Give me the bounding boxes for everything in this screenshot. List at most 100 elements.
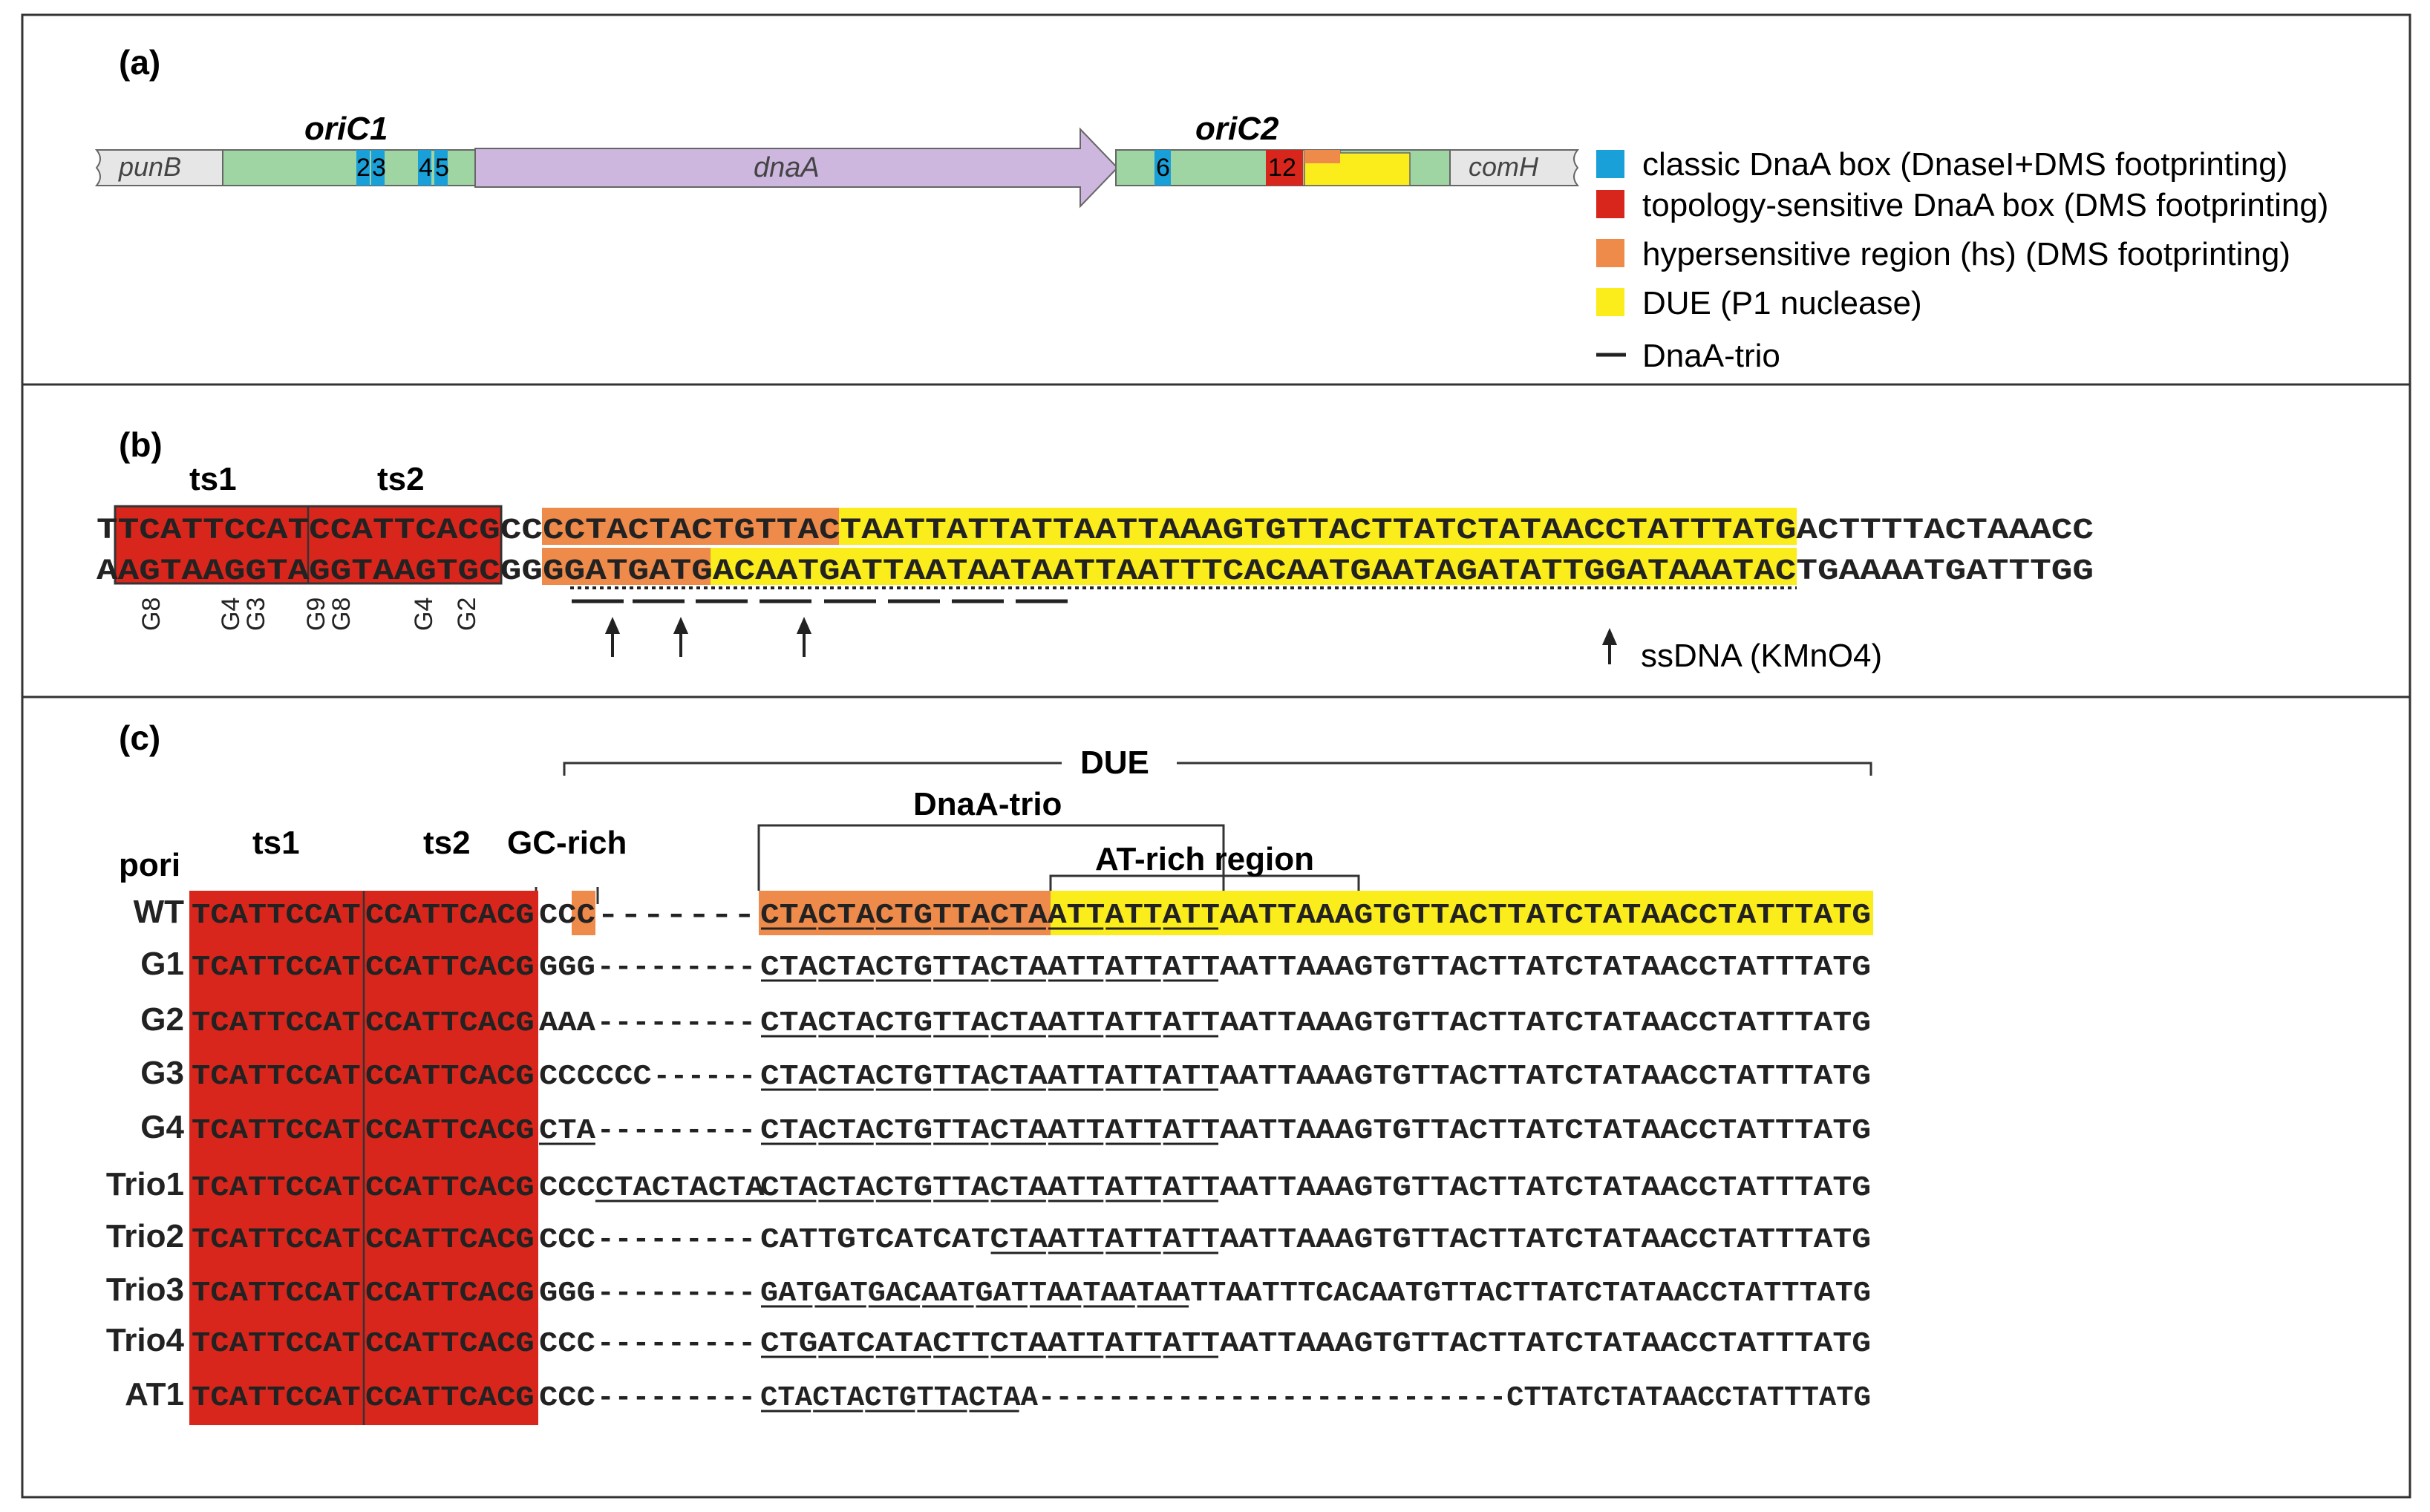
row-ts2-G4: CCATTCACG — [365, 1115, 535, 1147]
dnaa-label: dnaA — [754, 152, 820, 183]
dnaa-gene-arrow — [474, 127, 1119, 209]
legend-swatch-classic — [1596, 150, 1624, 178]
row-ts2-G2: CCATTCACG — [365, 1007, 535, 1039]
legend-trio: DnaA-trio — [1642, 338, 1780, 374]
row-gc-Trio3: GGG — [539, 1277, 595, 1309]
row-name-AT1: AT1 — [125, 1376, 184, 1413]
oric1-label: oriC1 — [304, 111, 388, 147]
legend-swatch-hs — [1596, 239, 1624, 267]
comh-gene — [1449, 149, 1580, 186]
gmark-2: G3 — [242, 598, 270, 631]
row-ts1-Trio2: TCATTCCAT — [192, 1224, 361, 1256]
row-name-Trio2: Trio2 — [106, 1218, 184, 1254]
gmark-4: G8 — [327, 598, 356, 631]
ssdna-label: ssDNA (KMnO4) — [1641, 638, 1882, 674]
oric2-label: oriC2 — [1195, 111, 1279, 147]
row-ts2-WT: CCATTCACG — [365, 900, 535, 932]
row-name-Trio4: Trio4 — [106, 1322, 185, 1358]
due-label: DUE — [1080, 744, 1149, 781]
legend-swatch-topology — [1596, 190, 1624, 218]
row-gc-WT: CCC — [539, 900, 595, 932]
hs-region-a-top — [1304, 150, 1340, 163]
punb-gene — [94, 149, 223, 186]
ts1-label-c: ts1 — [252, 825, 300, 861]
legend-classic: classic DnaA box (DnaseI+DMS footprintin… — [1642, 146, 2287, 183]
row-seq-G2: CTACTACTGTTACTAATTATTATTAATTAAAGTGTTACTT… — [760, 1007, 1871, 1039]
due-highlight-b-bottom — [711, 548, 1797, 585]
row-gc-AT1: CCC — [539, 1382, 595, 1414]
gmark-0: G8 — [137, 598, 166, 631]
row-dash-G4: --------- — [597, 1115, 756, 1147]
row-name-G3: G3 — [140, 1055, 184, 1091]
comh-label: comH — [1469, 151, 1539, 182]
row-seq-Trio2: CATTGTCATCATCTAATTATTATTAATTAAAGTGTTACTT… — [760, 1224, 1871, 1256]
row-seq-Trio1: CTACTACTGTTACTAATTATTATTAATTAAAGTGTTACTT… — [760, 1172, 1871, 1204]
row-seq-Trio4: CTGATCATACTTCTAATTATTATTAATTAAAGTGTTACTT… — [760, 1328, 1871, 1360]
wt-gc-highlight — [572, 891, 595, 935]
row-dash-G3: ------ — [653, 1061, 756, 1093]
row-seq-G3: CTACTACTGTTACTAATTATTATTAATTAAAGTGTTACTT… — [760, 1061, 1871, 1093]
row-ts2-Trio4: CCATTCACG — [365, 1328, 535, 1360]
row-dash-Trio3: --------- — [597, 1277, 756, 1309]
row-seq-Trio3: GATGATGACAATGATTAATAATAATTAATTTCACAATGTT… — [760, 1277, 1871, 1309]
ts2-label-b: ts2 — [377, 461, 425, 497]
punb-label: punB — [118, 151, 181, 182]
dnaa-box-6 — [1154, 150, 1171, 186]
dnaa-trio-bracket — [757, 824, 1225, 891]
row-gc-Trio1: CCCCTACTACTA — [539, 1172, 765, 1204]
row-name-Trio1: Trio1 — [106, 1166, 184, 1202]
topo-box — [1266, 150, 1303, 186]
due-highlight-b-top — [839, 508, 1797, 545]
box-label-2: 2 — [356, 154, 370, 182]
row-ts1-WT: TCATTCCAT — [192, 900, 361, 932]
row-name-Trio3: Trio3 — [106, 1272, 184, 1308]
box-label-2b: 2 — [1282, 154, 1296, 182]
dnaa-box-2 — [356, 150, 370, 186]
row-name-G4: G4 — [140, 1109, 184, 1145]
row-ts2-Trio3: CCATTCACG — [365, 1277, 535, 1309]
row-dash-AT1: --------- — [597, 1382, 756, 1414]
legend-topology: topology-sensitive DnaA box (DMS footpri… — [1642, 187, 2328, 223]
panel-b-label: (b) — [119, 425, 163, 464]
row-dash-G2: --------- — [597, 1007, 756, 1039]
row-ts2-AT1: CCATTCACG — [365, 1382, 535, 1414]
due-bracket — [563, 762, 1872, 776]
oric1-region — [222, 149, 476, 186]
gmark-1: G4 — [217, 598, 245, 631]
seq-b-top: T TCATTCCAT CCATTCACG CC CCTACTACTGTTAC TAATT… — [97, 514, 2094, 548]
row-gc-Trio4: CCC — [539, 1328, 595, 1360]
row-ts2-G1: CCATTCACG — [365, 952, 535, 984]
row-ts1-Trio4: TCATTCCAT — [192, 1328, 361, 1360]
row-ts1-G4: TCATTCCAT — [192, 1115, 361, 1147]
legend-hs: hypersensitive region (hs) (DMS footprin… — [1642, 236, 2290, 272]
legend-due: DUE (P1 nuclease) — [1642, 285, 1922, 321]
row-seq-G4: CTACTACTGTTACTAATTATTATTAATTAAAGTGTTACTT… — [760, 1115, 1871, 1147]
row-dash-Trio4: --------- — [597, 1328, 756, 1360]
row-name-WT: WT — [134, 894, 185, 930]
gc-rich-label: GC-rich — [507, 825, 627, 861]
row-ts1-G3: TCATTCCAT — [192, 1061, 361, 1093]
dnaa-trio-label: DnaA-trio — [913, 786, 1062, 822]
ts2-label-c: ts2 — [423, 825, 471, 861]
dnaa-box-5 — [434, 150, 448, 186]
gmark-5: G4 — [410, 598, 438, 631]
at-rich-label: AT-rich region — [1095, 841, 1314, 877]
row-gc-G2: AAA — [539, 1007, 595, 1039]
row-name-G2: G2 — [140, 1001, 184, 1038]
gmark-6: G2 — [453, 598, 481, 631]
panel-c-frame — [21, 696, 2411, 1499]
ssdna-arrows — [604, 617, 1618, 664]
box-label-1: 1 — [1268, 154, 1282, 182]
row-ts1-AT1: TCATTCCAT — [192, 1382, 361, 1414]
hs-highlight-b-bottom — [542, 548, 711, 585]
row-dash-WT: ------- — [597, 900, 756, 932]
row-ts1-G2: TCATTCCAT — [192, 1007, 361, 1039]
hs-highlight-b-top — [542, 508, 839, 545]
row-ts1-Trio3: TCATTCCAT — [192, 1277, 361, 1309]
row-seq-AT1: CTACTACTGTTACTAA------------------------… — [760, 1382, 1871, 1414]
row-gc-G4: CTA — [539, 1115, 595, 1147]
row-ts2-Trio1: CCATTCACG — [365, 1172, 535, 1204]
dnaa-box-4 — [418, 150, 431, 186]
row-seq-WT: CTACTACTGTTACTAATTATTATTAATTAAAGTGTTACTT… — [760, 900, 1871, 932]
